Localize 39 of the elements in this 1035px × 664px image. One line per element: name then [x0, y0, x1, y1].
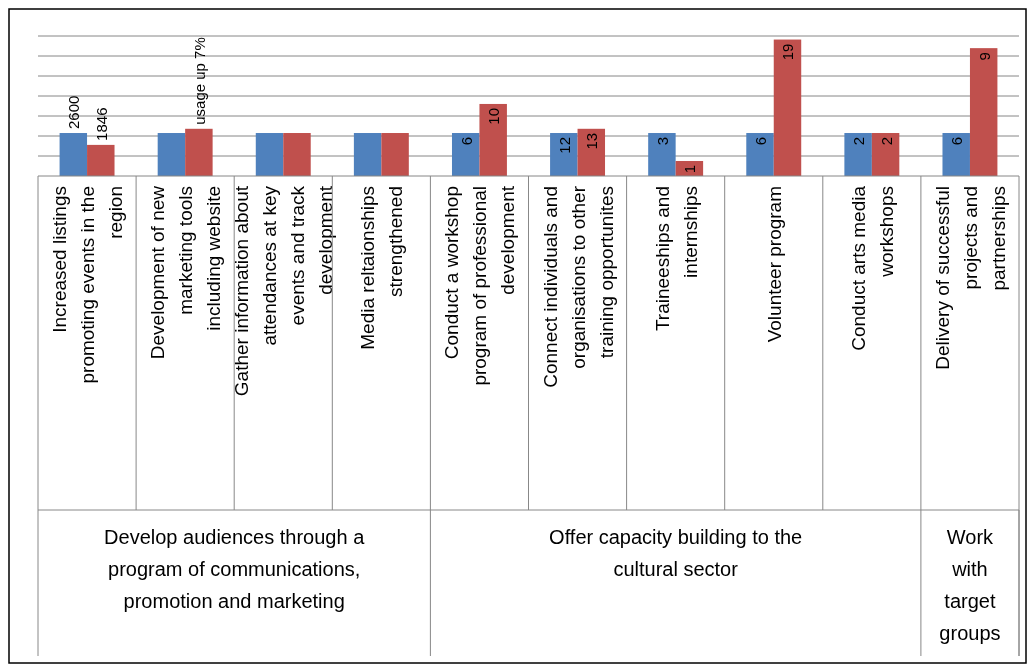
bar — [942, 133, 970, 176]
bar — [871, 133, 900, 176]
bar — [648, 133, 676, 176]
bar — [87, 144, 115, 176]
annotation: 19 — [779, 43, 797, 61]
annotation: 13 — [583, 132, 601, 150]
x-tick-label: Increased listings promoting events in the region — [49, 186, 127, 384]
annotation: 1 — [681, 164, 699, 174]
text: Work with target groups — [939, 526, 1001, 644]
annotation: 2600 — [65, 95, 83, 130]
annotation: 1846 — [92, 107, 110, 141]
annotation: 6 — [948, 137, 966, 146]
annotation: 3 — [653, 137, 671, 146]
annotation: 10 — [485, 107, 503, 125]
bar — [479, 103, 507, 176]
bar — [381, 133, 409, 176]
bar — [157, 133, 186, 176]
annotation: 9 — [975, 52, 993, 61]
bar — [773, 39, 802, 176]
text: Develop audiences through a program of communications, promotion and marketing — [104, 526, 366, 612]
bar — [59, 133, 88, 176]
text: Offer capacity building to the cultural sector — [549, 526, 803, 580]
bar — [185, 128, 213, 176]
x-tick-label: Conduct arts media workshops — [847, 185, 897, 351]
annotation: 6 — [752, 137, 770, 146]
annotation: 2 — [850, 137, 868, 146]
bar — [550, 133, 578, 176]
bar — [969, 48, 998, 176]
annotation: 12 — [555, 137, 573, 154]
bar — [451, 133, 480, 176]
bar — [283, 133, 311, 176]
annotation: usage up 7% — [190, 37, 208, 125]
bar — [746, 133, 774, 176]
bar — [353, 133, 382, 176]
bar — [844, 133, 872, 176]
x-tick-label: Volunteer program — [763, 186, 785, 343]
bar — [255, 133, 284, 176]
annotation: 2 — [877, 137, 895, 146]
annotation: 6 — [457, 137, 475, 146]
